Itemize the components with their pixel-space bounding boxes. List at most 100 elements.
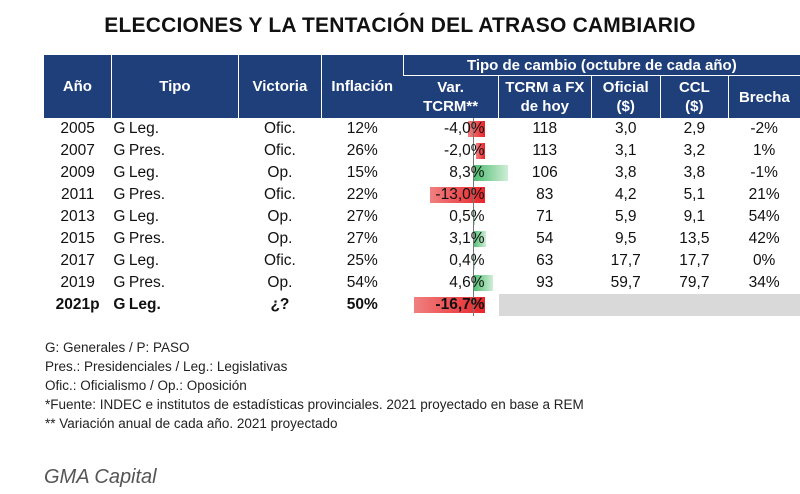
var-tcrm-value: -13,0%: [435, 186, 485, 203]
inflation-cell: 12%: [346, 120, 378, 137]
table-row: 2013 G Leg. Op. 27% 0,5% 71 5,9 9,1 54%: [44, 206, 800, 228]
negative-bar: [429, 187, 485, 203]
election-type-cell: G: [113, 230, 126, 247]
inflation-cell: 22%: [346, 186, 378, 203]
year-cell: 2013: [60, 208, 95, 225]
projection-blank-cell: [498, 294, 800, 316]
inflation-cell: 54%: [346, 274, 378, 291]
positive-bar: [473, 275, 493, 291]
header-group-tipo-de-cambio: Tipo de cambio (octubre de cada año): [402, 55, 800, 76]
election-kind-cell: Leg.: [128, 208, 160, 225]
var-tcrm-cell: 0,4%: [403, 250, 498, 272]
brecha-cell: -1%: [750, 164, 778, 181]
zero-axis: [473, 294, 475, 316]
zero-axis: [473, 272, 475, 294]
positive-bar: [473, 209, 476, 225]
note: ** Variación anual de cada año. 2021 pro…: [45, 416, 338, 431]
election-kind-cell: Pres.: [128, 274, 166, 291]
var-tcrm-cell: 3,1%: [403, 228, 498, 250]
year-cell: 2011: [60, 186, 95, 203]
inflation-cell: 27%: [346, 230, 378, 247]
election-type-cell: G: [113, 142, 126, 159]
year-cell: 2009: [60, 164, 95, 181]
header-anio: Año: [44, 55, 112, 118]
zero-axis: [473, 184, 475, 206]
year-cell: 2005: [60, 120, 95, 137]
oficial-cell: 17,7: [610, 252, 641, 269]
election-kind-cell: Pres.: [128, 186, 166, 203]
header-victoria: Victoria: [237, 55, 322, 118]
election-kind-cell: Leg.: [128, 164, 160, 181]
election-kind-cell: Leg.: [128, 296, 161, 313]
table-row: 2017 G Leg. Ofic. 25% 0,4% 63 17,7 17,7 0%: [44, 250, 800, 272]
header-ccl: CCL ($): [659, 75, 729, 118]
var-tcrm-cell: -4,0%: [403, 118, 498, 140]
election-type-cell: G: [113, 274, 126, 291]
oficial-cell: 3,8: [614, 164, 637, 181]
header-tipo: Tipo: [110, 55, 239, 118]
inflation-cell: 26%: [346, 142, 378, 159]
var-tcrm-value: 0,4%: [449, 252, 485, 269]
brecha-cell: 1%: [752, 142, 776, 159]
var-tcrm-cell: -13,0%: [403, 184, 498, 206]
tcrm-fx-cell: 118: [532, 120, 558, 137]
table-row: 2015 G Pres. Op. 27% 3,1% 54 9,5 13,5 42%: [44, 228, 800, 250]
zero-axis: [473, 228, 475, 250]
oficial-cell: 5,9: [614, 208, 637, 225]
year-cell: 2007: [60, 142, 95, 159]
table-row: 2011 G Pres. Ofic. 22% -13,0% 83 4,2 5,1 21%: [44, 184, 800, 206]
year-cell: 2021p: [55, 296, 100, 313]
inflation-cell: 25%: [346, 252, 378, 269]
election-kind-cell: Leg.: [128, 120, 160, 137]
tcrm-fx-cell: 113: [532, 142, 558, 159]
var-tcrm-cell: -2,0%: [403, 140, 498, 162]
oficial-cell: 3,1: [614, 142, 637, 159]
header-brecha: Brecha: [727, 75, 800, 118]
winner-cell: Op.: [267, 230, 293, 247]
var-tcrm-value: 4,6%: [449, 274, 485, 291]
var-tcrm-value: -2,0%: [444, 142, 485, 159]
election-type-cell: G: [113, 252, 126, 269]
winner-cell: Op.: [267, 208, 293, 225]
note: *Fuente: INDEC e institutos de estadísti…: [45, 397, 584, 412]
winner-cell: Op.: [267, 274, 293, 291]
negative-bar: [467, 121, 485, 137]
footnotes: G: Generales / P: PASO Pres.: Presidenci…: [45, 338, 584, 433]
ccl-cell: 2,9: [683, 120, 706, 137]
table-row: 2005 G Leg. Ofic. 12% -4,0% 118 3,0 2,9 -2%: [44, 118, 800, 140]
zero-axis: [473, 206, 475, 228]
var-tcrm-cell: 8,3%: [403, 162, 509, 184]
tcrm-fx-cell: 83: [536, 186, 554, 203]
winner-cell: ¿?: [270, 296, 290, 313]
positive-bar: [473, 231, 487, 247]
var-tcrm-value: -16,7%: [435, 296, 485, 313]
ccl-cell: 79,7: [679, 274, 710, 291]
header-tcrm-fx: TCRM a FX de hoy: [498, 75, 592, 118]
var-tcrm-value: -4,0%: [444, 120, 485, 137]
oficial-cell: 9,5: [614, 230, 637, 247]
header-var-tcrm: Var. TCRM**: [403, 75, 499, 118]
winner-cell: Op.: [267, 164, 293, 181]
oficial-cell: 59,7: [610, 274, 641, 291]
election-kind-cell: Leg.: [128, 252, 160, 269]
brecha-cell: 21%: [748, 186, 780, 203]
winner-cell: Ofic.: [263, 120, 296, 137]
note: Pres.: Presidenciales / Leg.: Legislativ…: [45, 359, 288, 374]
election-type-cell: G: [113, 186, 126, 203]
ccl-cell: 5,1: [683, 186, 706, 203]
tcrm-fx-cell: 54: [536, 230, 554, 247]
year-cell: 2017: [60, 252, 95, 269]
tcrm-fx-cell: 71: [536, 208, 554, 225]
brecha-cell: -2%: [750, 120, 778, 137]
var-tcrm-value: 3,1%: [449, 230, 485, 247]
inflation-cell: 15%: [346, 164, 378, 181]
year-cell: 2015: [60, 230, 95, 247]
table-row: 2019 G Pres. Op. 54% 4,6% 93 59,7 79,7 34%: [44, 272, 800, 294]
inflation-cell: 50%: [346, 296, 378, 313]
election-kind-cell: Pres.: [128, 230, 166, 247]
var-tcrm-cell: 4,6%: [403, 272, 498, 294]
note: G: Generales / P: PASO: [45, 340, 190, 355]
zero-axis: [473, 140, 475, 162]
var-tcrm-cell: -16,7%: [403, 294, 498, 316]
table-row: 2009 G Leg. Op. 15% 8,3% 106 3,8 3,8 -1%: [44, 162, 800, 184]
